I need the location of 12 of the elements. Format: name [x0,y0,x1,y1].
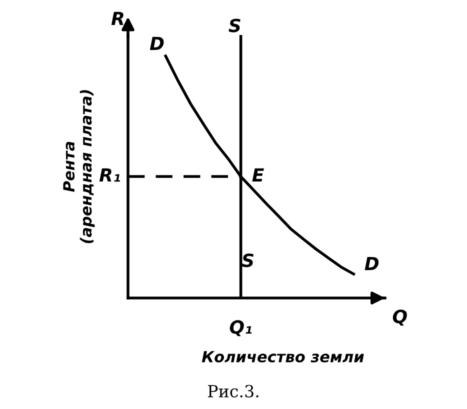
annotation: D [364,256,379,270]
text: Q₁ [230,320,252,336]
text: R [111,12,124,25]
text: D [150,36,164,50]
y-axis-title: Рента (арендная плата) [63,90,95,244]
text: Рис.3. [208,384,258,398]
text: S [228,18,240,32]
ref-line-label: R₁ [99,168,120,182]
x-axis-title: Количество земли [202,351,364,362]
text: Q [392,310,407,326]
annotation: E [252,168,264,182]
annotation: S [242,254,254,268]
